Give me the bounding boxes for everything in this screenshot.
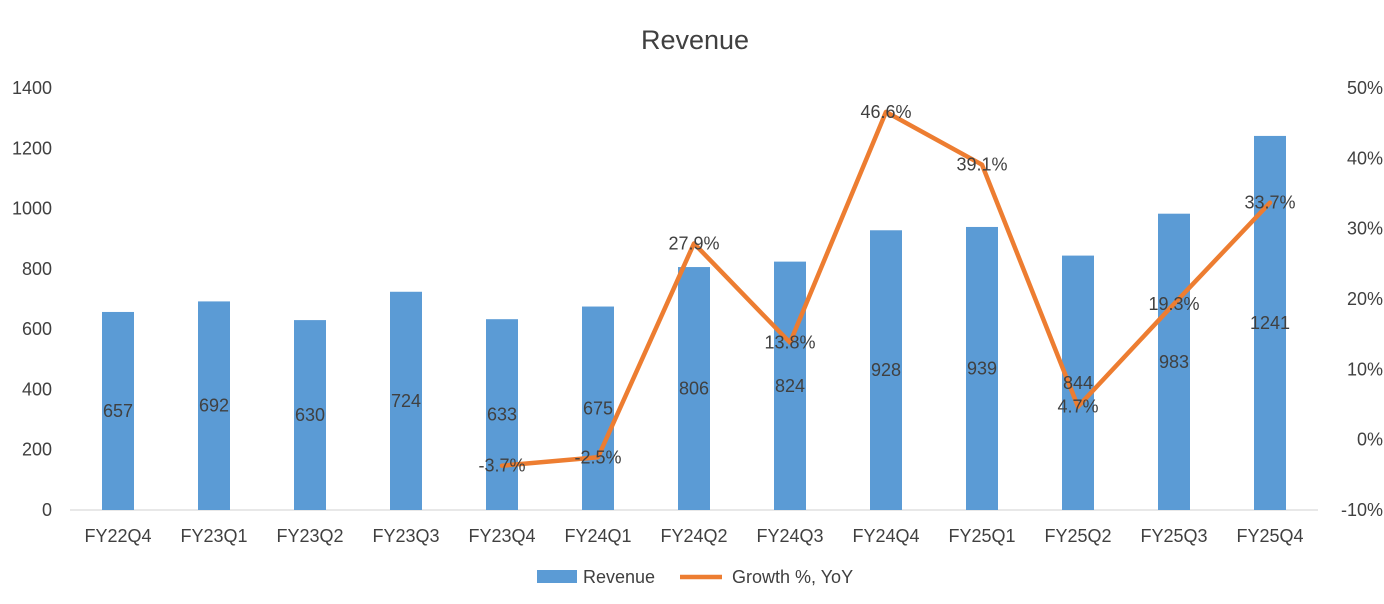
y-left-tick-label: 0 xyxy=(42,500,52,520)
y-left-tick-label: 200 xyxy=(22,440,52,460)
growth-data-label: 46.6% xyxy=(860,102,911,122)
y-left-tick-label: 400 xyxy=(22,379,52,399)
growth-line xyxy=(499,109,1273,468)
revenue-data-label: 928 xyxy=(871,360,901,380)
growth-data-label: 13.8% xyxy=(764,333,815,353)
growth-data-label: 27.9% xyxy=(668,233,719,253)
x-tick-label: FY25Q3 xyxy=(1140,526,1207,546)
revenue-data-label: 692 xyxy=(199,396,229,416)
y-right-tick-label: 0% xyxy=(1357,430,1383,450)
revenue-bar xyxy=(390,291,422,510)
revenue-data-label: 983 xyxy=(1159,352,1189,372)
revenue-data-label: 939 xyxy=(967,358,997,378)
x-tick-label: FY24Q1 xyxy=(564,526,631,546)
revenue-bar xyxy=(294,320,326,510)
x-tick-label: FY24Q4 xyxy=(852,526,919,546)
revenue-data-label: 630 xyxy=(295,405,325,425)
revenue-data-label: 675 xyxy=(583,398,613,418)
x-tick-label: FY25Q2 xyxy=(1044,526,1111,546)
y-right-tick-label: 10% xyxy=(1347,359,1383,379)
x-tick-label: FY25Q1 xyxy=(948,526,1015,546)
x-tick-label: FY23Q2 xyxy=(276,526,343,546)
revenue-data-label: 724 xyxy=(391,391,421,411)
legend-label-revenue: Revenue xyxy=(583,567,655,587)
revenue-bar xyxy=(774,261,806,510)
x-tick-label: FY24Q3 xyxy=(756,526,823,546)
y-left-tick-label: 1000 xyxy=(12,199,52,219)
bars-group xyxy=(102,135,1286,511)
growth-data-label: -3.7% xyxy=(478,456,525,476)
growth-data-label: 4.7% xyxy=(1057,397,1098,417)
data-labels-group: 657 692 630 724 633 675 806 824 928 939 844 983 1241… xyxy=(103,102,1296,476)
x-tick-label: FY23Q1 xyxy=(180,526,247,546)
x-tick-label: FY23Q3 xyxy=(372,526,439,546)
x-tick-label: FY23Q4 xyxy=(468,526,535,546)
y-left-tick-label: 800 xyxy=(22,259,52,279)
growth-data-label: -2.5% xyxy=(574,447,621,467)
y-left-tick-label: 1200 xyxy=(12,138,52,158)
revenue-bar xyxy=(198,301,230,510)
revenue-bar xyxy=(102,311,134,510)
y-left-tick-label: 1400 xyxy=(12,78,52,98)
revenue-data-label: 806 xyxy=(679,379,709,399)
legend: Revenue Growth %, YoY xyxy=(537,567,853,587)
revenue-bar xyxy=(870,230,902,510)
growth-data-label: 19.3% xyxy=(1148,294,1199,314)
axes-group: 0 200 400 600 800 1000 1200 1400 -10% 0% 10% 20% 30%… xyxy=(12,78,1383,546)
revenue-bar xyxy=(1254,135,1286,511)
revenue-data-label: 633 xyxy=(487,405,517,425)
revenue-data-label: 844 xyxy=(1063,373,1093,393)
x-tick-label: FY25Q4 xyxy=(1236,526,1303,546)
revenue-bar xyxy=(1158,213,1190,510)
chart-title: Revenue xyxy=(641,25,749,55)
growth-data-label: 39.1% xyxy=(956,155,1007,175)
x-tick-label: FY24Q2 xyxy=(660,526,727,546)
y-right-tick-label: 20% xyxy=(1347,289,1383,309)
revenue-bar xyxy=(678,267,710,510)
growth-data-label: 33.7% xyxy=(1244,193,1295,213)
y-right-tick-label: 40% xyxy=(1347,148,1383,168)
x-tick-label: FY22Q4 xyxy=(84,526,151,546)
legend-swatch-revenue xyxy=(537,570,577,583)
line-group xyxy=(499,109,1273,468)
legend-label-growth: Growth %, YoY xyxy=(732,567,853,587)
revenue-bar xyxy=(966,226,998,511)
y-right-tick-label: 30% xyxy=(1347,219,1383,239)
revenue-data-label: 824 xyxy=(775,376,805,396)
revenue-bar xyxy=(486,319,518,510)
revenue-bar xyxy=(582,306,614,510)
y-right-tick-label: -10% xyxy=(1341,500,1383,520)
revenue-data-label: 1241 xyxy=(1250,313,1290,333)
y-left-tick-label: 600 xyxy=(22,319,52,339)
revenue-data-label: 657 xyxy=(103,401,133,421)
y-right-tick-label: 50% xyxy=(1347,78,1383,98)
